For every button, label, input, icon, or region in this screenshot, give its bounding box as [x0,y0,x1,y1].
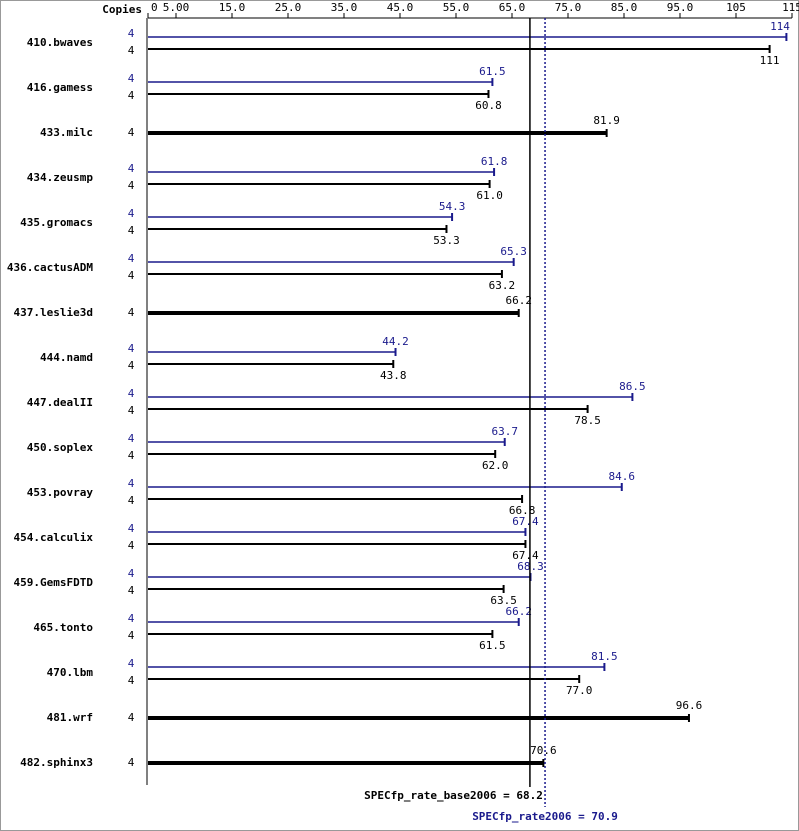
value-label: 62.0 [482,459,509,472]
x-tick-label: 85.0 [611,1,638,14]
copies-label: 4 [128,404,135,417]
copies-label: 4 [128,89,135,102]
benchmark-label: 450.soplex [27,441,94,454]
copies-label: 4 [128,359,135,372]
x-tick-label: 5.00 [163,1,190,14]
copies-label: 4 [128,269,135,282]
benchmark-label: 436.cactusADM [7,261,93,274]
benchmark-label: 434.zeusmp [27,171,94,184]
x-tick-label: 95.0 [667,1,694,14]
copies-label: 4 [128,179,135,192]
copies-header: Copies [102,3,142,16]
value-label: 66.8 [509,504,536,517]
copies-label: 4 [128,522,135,535]
x-tick-label: 115 [782,1,799,14]
value-label: 78.5 [574,414,601,427]
benchmark-label: 465.tonto [33,621,93,634]
value-label: 111 [760,54,780,67]
value-label: 65.3 [500,245,527,258]
copies-label: 4 [128,756,135,769]
benchmark-label: 433.milc [40,126,93,139]
benchmark-label: 453.povray [27,486,94,499]
copies-label: 4 [128,584,135,597]
value-label: 43.8 [380,369,407,382]
value-label: 77.0 [566,684,593,697]
value-label: 63.5 [490,594,517,607]
copies-label: 4 [128,567,135,580]
copies-label: 4 [128,207,135,220]
value-label: 96.6 [676,699,703,712]
x-tick-label: 105 [726,1,746,14]
reference-label: SPECfp_rate_base2006 = 68.2 [364,789,543,802]
benchmark-label: 410.bwaves [27,36,93,49]
value-label: 44.2 [382,335,409,348]
value-label: 86.5 [619,380,646,393]
value-label: 61.8 [481,155,508,168]
copies-label: 4 [128,494,135,507]
x-tick-label: 15.0 [219,1,246,14]
copies-label: 4 [128,126,135,139]
benchmark-label: 470.lbm [47,666,94,679]
copies-label: 4 [128,306,135,319]
copies-label: 4 [128,711,135,724]
copies-label: 4 [128,162,135,175]
copies-label: 4 [128,387,135,400]
value-label: 114 [770,20,790,33]
copies-label: 4 [128,612,135,625]
copies-label: 4 [128,477,135,490]
value-label: 61.5 [479,639,506,652]
value-label: 54.3 [439,200,466,213]
copies-label: 4 [128,432,135,445]
value-label: 60.8 [475,99,502,112]
value-label: 81.5 [591,650,618,663]
benchmark-label: 482.sphinx3 [20,756,93,769]
value-label: 67.4 [512,549,539,562]
copies-label: 4 [128,252,135,265]
reference-label: SPECfp_rate2006 = 70.9 [472,810,618,823]
copies-label: 4 [128,539,135,552]
benchmark-label: 481.wrf [47,711,93,724]
benchmark-label: 447.dealII [27,396,93,409]
x-tick-label: 25.0 [275,1,302,14]
copies-label: 4 [128,72,135,85]
copies-label: 4 [128,27,135,40]
value-label: 61.5 [479,65,506,78]
value-label: 66.2 [505,605,532,618]
x-tick-label: 55.0 [443,1,470,14]
value-label: 84.6 [609,470,636,483]
x-tick-label: 75.0 [555,1,582,14]
benchmark-label: 435.gromacs [20,216,93,229]
value-label: 66.2 [505,294,532,307]
copies-label: 4 [128,342,135,355]
value-label: 63.2 [489,279,516,292]
value-label: 61.0 [476,189,503,202]
benchmark-label: 416.gamess [27,81,93,94]
copies-label: 4 [128,224,135,237]
x-tick-label: 65.0 [499,1,526,14]
benchmark-label: 459.GemsFDTD [14,576,94,589]
value-label: 53.3 [433,234,460,247]
benchmark-label: 454.calculix [14,531,94,544]
value-label: 63.7 [491,425,518,438]
benchmark-label: 437.leslie3d [14,306,93,319]
x-tick-label: 45.0 [387,1,414,14]
x-tick-label: 35.0 [331,1,358,14]
benchmark-label: 444.namd [40,351,93,364]
x-tick-label: 0 [151,1,158,14]
copies-label: 4 [128,44,135,57]
copies-label: 4 [128,629,135,642]
copies-label: 4 [128,657,135,670]
value-label: 70.6 [530,744,557,757]
value-label: 81.9 [593,114,620,127]
value-label: 67.4 [512,515,539,528]
copies-label: 4 [128,674,135,687]
copies-label: 4 [128,449,135,462]
